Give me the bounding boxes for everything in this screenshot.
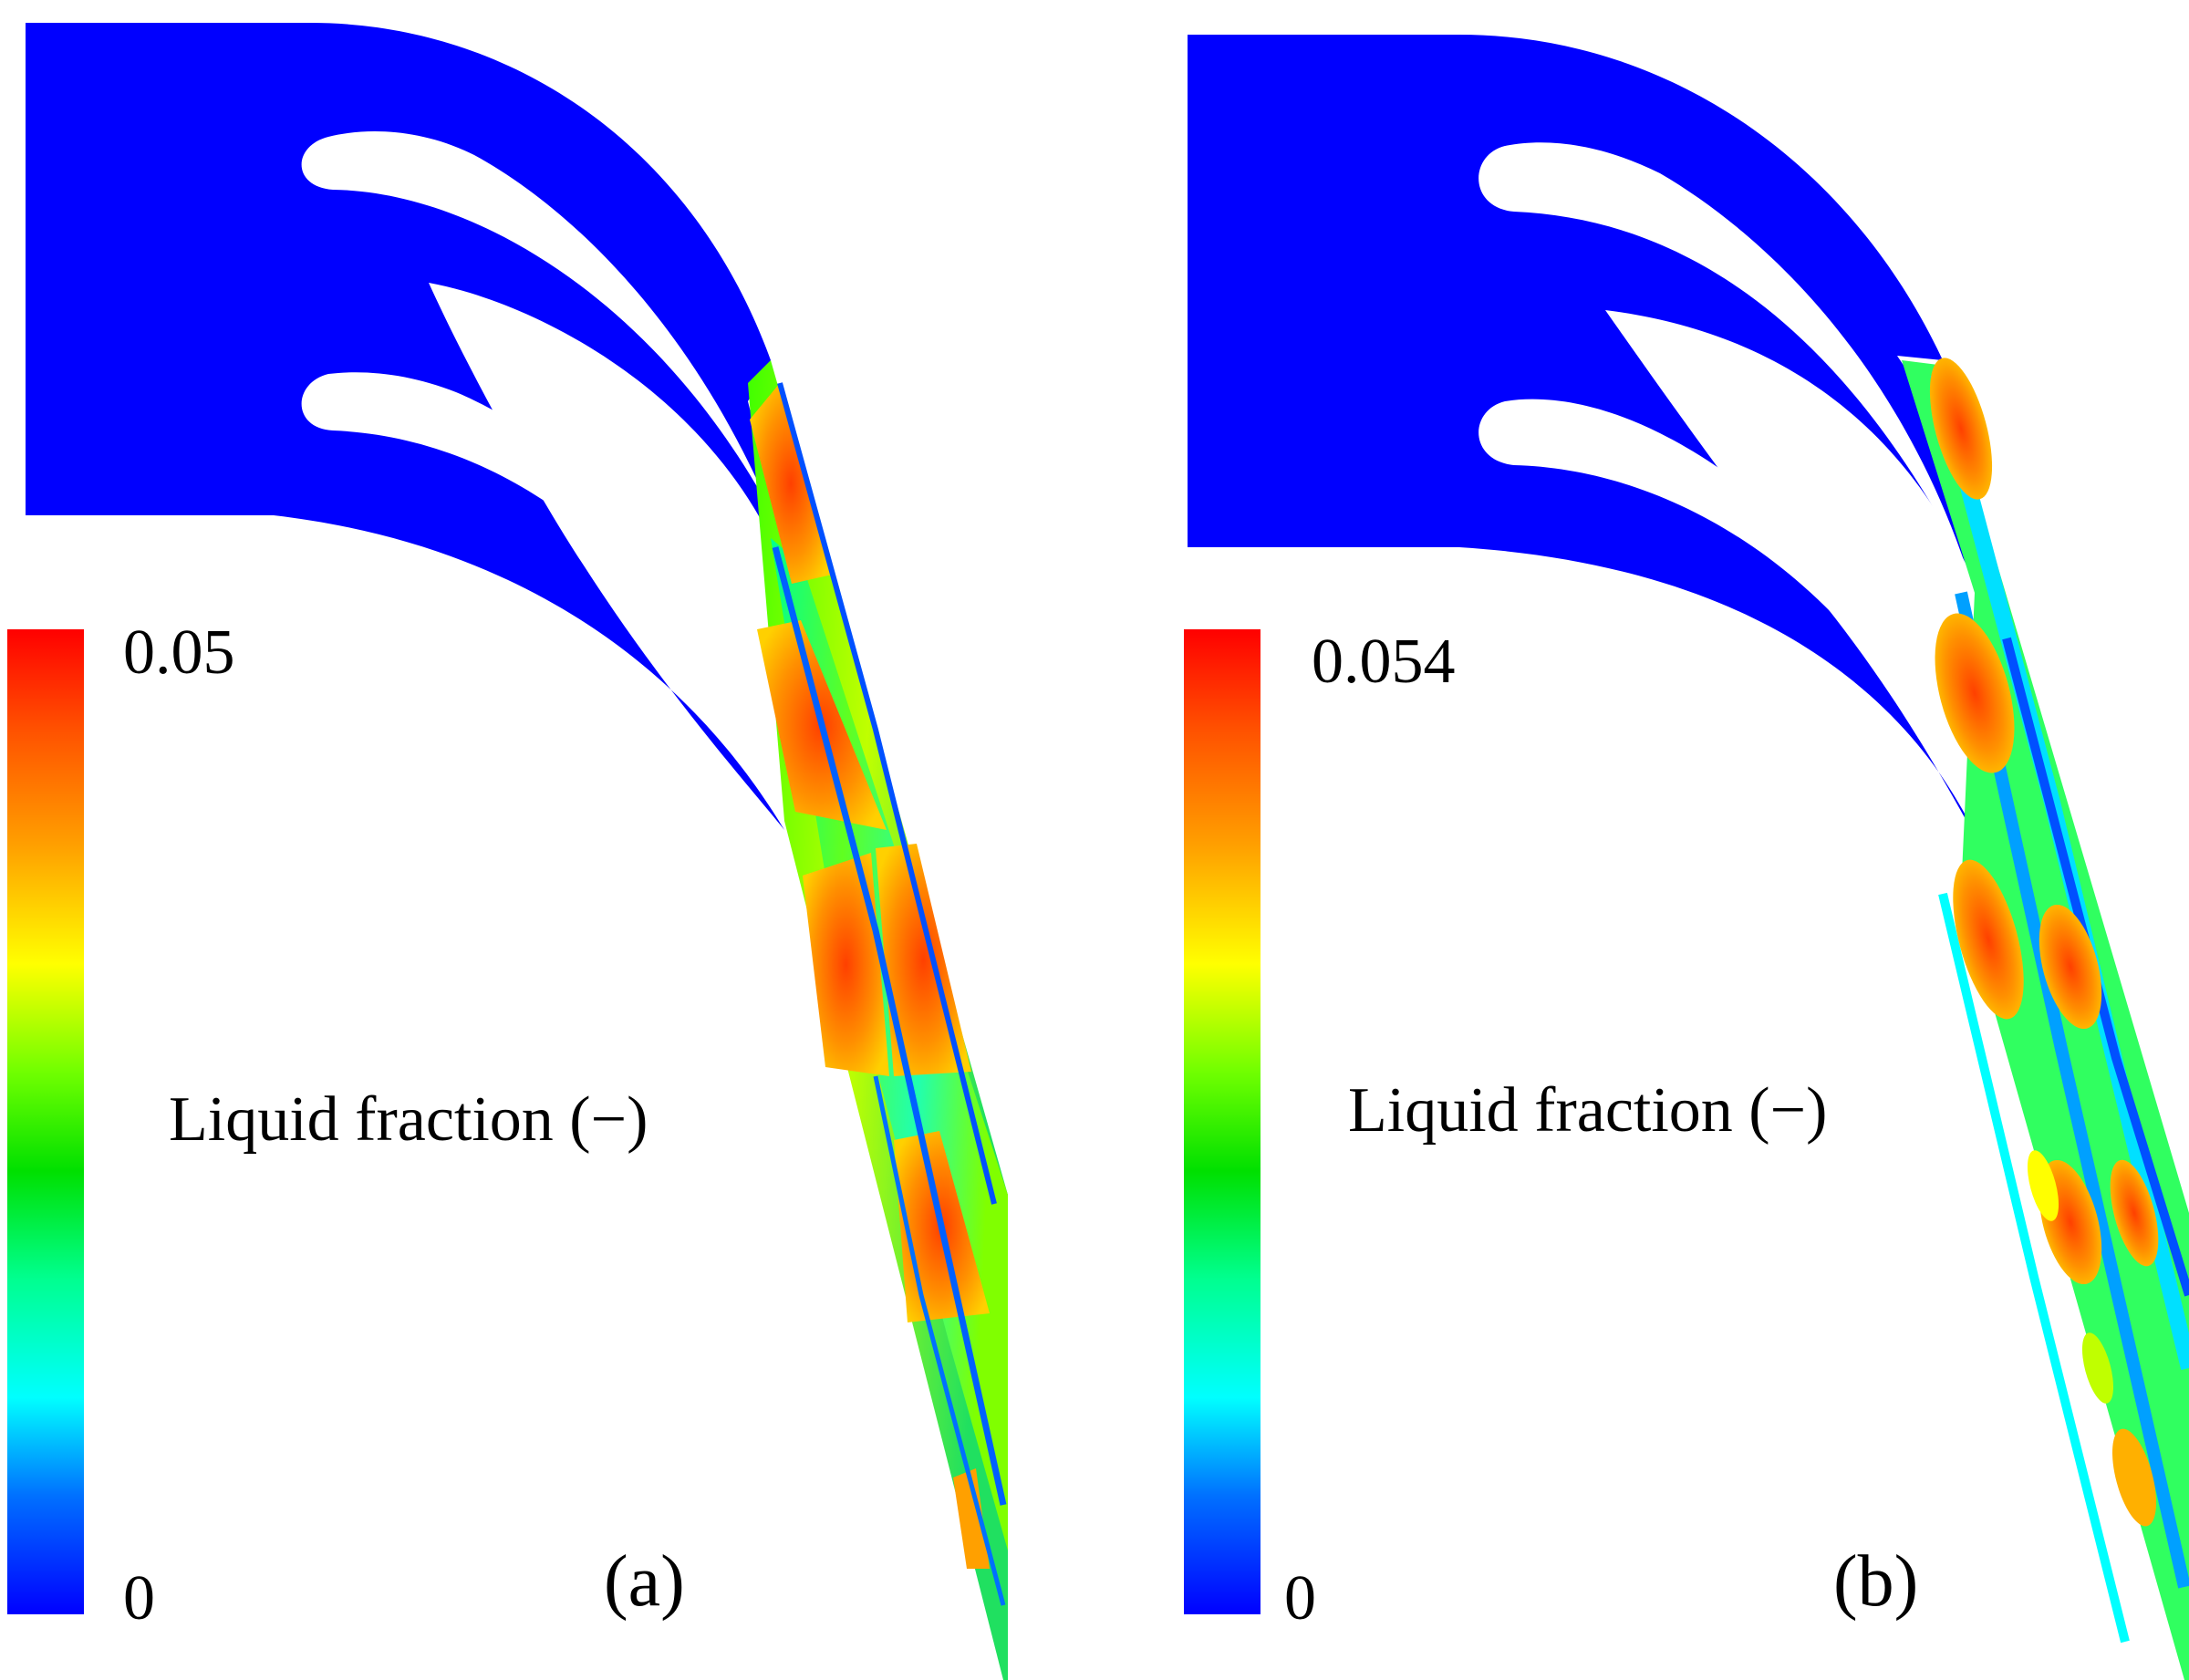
- panel-a-blade-upper: [301, 131, 771, 512]
- panel-b-colorbar-title: Liquid fraction (−): [1348, 1075, 1827, 1146]
- panel-b-colorbar-min-label: 0: [1284, 1563, 1316, 1633]
- panel-b-colorbar: [1184, 629, 1260, 1614]
- panel-b-blade-lower: [1478, 399, 1979, 844]
- panel-a-channel: [748, 360, 1008, 1680]
- panel-b-channel: [1902, 358, 2189, 1680]
- panel-b: 0.054 0 Liquid fraction (−) (b): [1184, 35, 2189, 1680]
- panel-b-blade-upper: [1478, 142, 1966, 565]
- panel-a-blade-lower: [301, 372, 786, 803]
- panel-a-colorbar-min-label: 0: [123, 1563, 155, 1633]
- panel-a-colorbar-max-label: 0.05: [123, 617, 235, 688]
- panel-a-label: (a): [604, 1541, 685, 1622]
- panel-b-colorbar-max-label: 0.054: [1312, 627, 1456, 697]
- panel-b-label: (b): [1833, 1541, 1918, 1622]
- panel-a: 0.05 0 Liquid fraction (−) (a): [7, 23, 1008, 1680]
- panel-a-colorbar-title: Liquid fraction (−): [169, 1084, 648, 1155]
- panel-a-colorbar: [7, 629, 84, 1614]
